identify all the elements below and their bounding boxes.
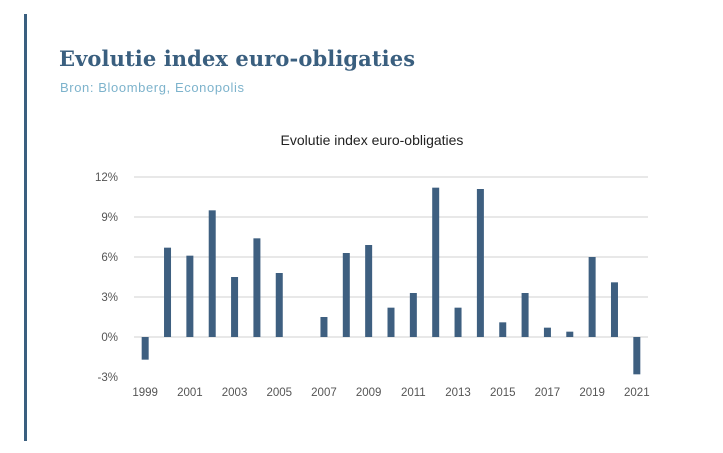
x-tick-label: 2009: [356, 387, 382, 399]
x-tick-label: 2001: [177, 387, 203, 399]
bar: [275, 273, 283, 337]
x-tick-label: 2019: [579, 387, 605, 399]
x-tick-label: 2011: [401, 387, 426, 399]
y-tick-label: 3%: [101, 292, 118, 304]
y-axis-ticks: 12% 9% 6% 3% 0% -3%: [95, 172, 118, 384]
bar: [342, 253, 350, 337]
y-tick-label: 9%: [101, 212, 118, 224]
x-tick-label: 2017: [535, 387, 561, 399]
x-tick-label: 2007: [311, 387, 337, 399]
bar: [365, 245, 373, 337]
bar: [409, 293, 417, 337]
bar: [141, 337, 149, 360]
bar: [633, 337, 641, 375]
x-tick-label: 1999: [132, 387, 158, 399]
chart-title: Evolutie index euro-obligaties: [281, 132, 464, 148]
y-tick-label: 0%: [101, 332, 118, 344]
bar: [610, 282, 618, 337]
bar: [543, 327, 551, 337]
bar: [186, 255, 194, 337]
bar: [566, 331, 574, 337]
bar: [521, 293, 529, 337]
x-tick-label: 2015: [490, 387, 516, 399]
bar: [387, 307, 395, 337]
x-axis-ticks: 1999 2001 2003 2005 2007 2009 2011 2013 2015 2017…: [132, 387, 649, 399]
x-tick-label: 2003: [222, 387, 248, 399]
bar: [253, 238, 261, 337]
bar: [320, 317, 328, 337]
bar: [588, 257, 596, 337]
y-tick-label: 12%: [95, 172, 118, 184]
y-tick-label: -3%: [98, 372, 118, 384]
bar: [432, 187, 440, 337]
x-tick-label: 2005: [266, 387, 292, 399]
bar: [231, 277, 239, 337]
bar: [499, 322, 507, 337]
bars: [141, 187, 641, 375]
bar: [208, 210, 216, 337]
bar: [164, 247, 172, 337]
x-tick-label: 2021: [624, 387, 650, 399]
bar: [476, 189, 484, 337]
left-accent-rule: [24, 14, 27, 441]
page-title: Evolutie index euro-obligaties: [59, 46, 416, 71]
x-tick-label: 2013: [445, 387, 471, 399]
source-note: Bron: Bloomberg, Econopolis: [60, 80, 245, 95]
gridlines: [134, 176, 648, 338]
y-tick-label: 6%: [101, 252, 118, 264]
bar: [454, 307, 462, 337]
